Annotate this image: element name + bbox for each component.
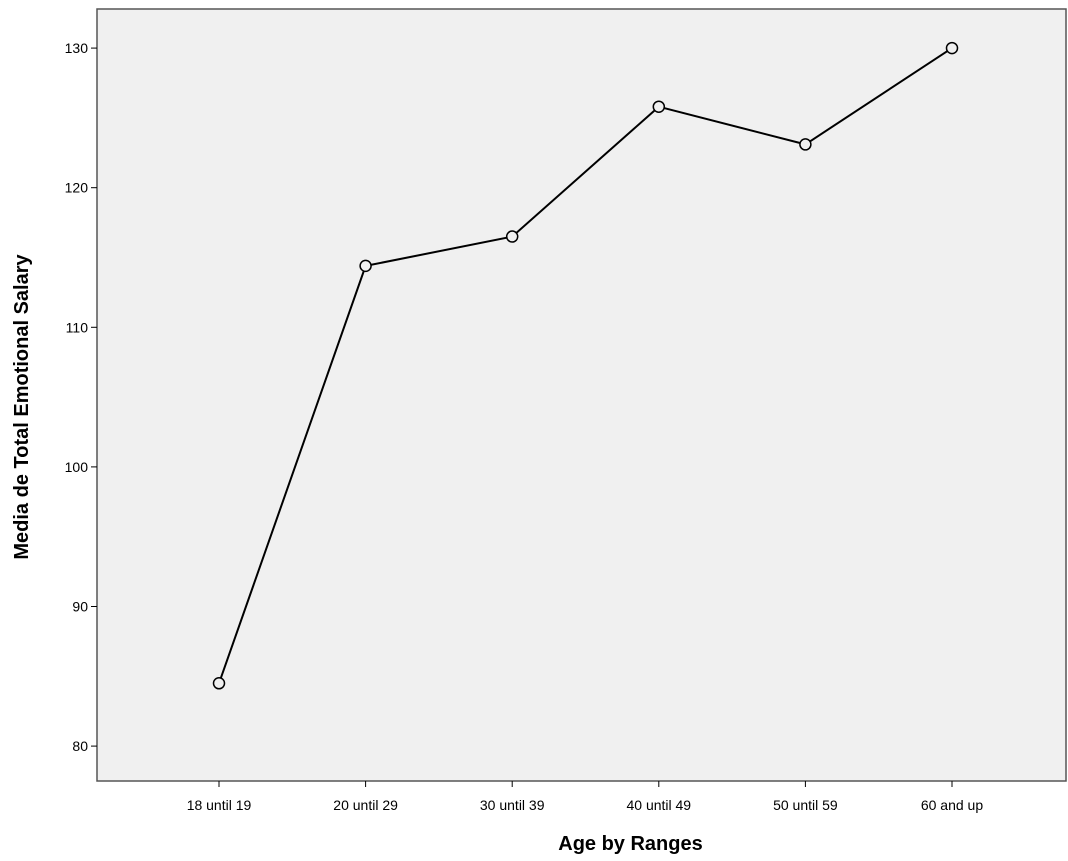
x-tick-label: 60 and up (921, 797, 983, 813)
x-tick-label: 30 until 39 (480, 797, 545, 813)
y-tick-label: 100 (65, 459, 89, 475)
data-point (505, 230, 519, 243)
data-point (945, 41, 959, 55)
data-point (212, 677, 226, 690)
y-tick-label: 80 (72, 738, 88, 754)
y-tick-label: 130 (65, 40, 89, 56)
x-tick-label: 18 until 19 (187, 797, 252, 813)
plot-area (96, 8, 1067, 782)
y-axis-ticks: 80 90 100 110 120 130 (65, 40, 97, 754)
x-tick-label: 50 until 59 (773, 797, 838, 813)
data-point (652, 100, 666, 113)
data-markers (212, 41, 959, 690)
x-axis-title: Age by Ranges (558, 833, 702, 855)
y-axis-title: Media de Total Emotional Salary (11, 254, 33, 560)
y-tick-label: 110 (66, 319, 89, 335)
data-point (799, 138, 812, 151)
x-axis-ticks: 18 until 19 20 until 29 30 until 39 40 unti… (187, 781, 983, 813)
y-tick-label: 90 (72, 598, 88, 614)
data-point (359, 259, 372, 273)
series-line (218, 47, 953, 684)
y-tick-label: 120 (65, 180, 89, 196)
x-tick-label: 20 until 29 (333, 797, 398, 813)
x-tick-label: 40 until 49 (626, 797, 691, 813)
